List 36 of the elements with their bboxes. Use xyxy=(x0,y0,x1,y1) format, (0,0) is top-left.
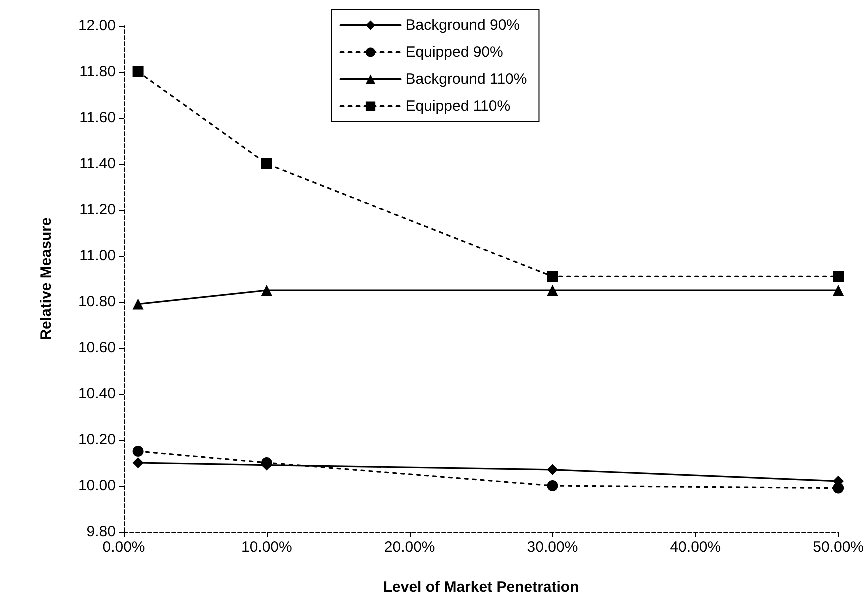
point xyxy=(132,446,144,457)
x-tick-label: 0.00% xyxy=(102,539,146,556)
y-tick-label: 11.40 xyxy=(80,156,116,172)
legend-label: Equipped 90% xyxy=(406,44,504,61)
x-tick-label: 40.00% xyxy=(670,539,722,556)
point xyxy=(132,66,144,78)
point xyxy=(132,298,144,310)
point xyxy=(261,158,272,170)
x-axis-title: Level of Market Penetration xyxy=(383,579,580,596)
point xyxy=(547,464,558,476)
point xyxy=(132,458,144,468)
y-tick-label: 11.60 xyxy=(80,110,116,126)
point xyxy=(261,285,272,296)
x-tick-label: 20.00% xyxy=(384,539,436,556)
point xyxy=(547,285,558,296)
y-tick-label: 10.20 xyxy=(78,432,116,448)
legend-label: Background 110% xyxy=(406,71,528,88)
point xyxy=(547,271,558,282)
x-tick-label: 10.00% xyxy=(241,539,292,556)
x-tick-label: 30.00% xyxy=(527,539,578,556)
y-tick-label: 10.00 xyxy=(78,478,116,494)
y-tick-label: 12.00 xyxy=(78,18,116,34)
x-tick-label: 50.00% xyxy=(813,539,864,556)
y-tick-label: 10.40 xyxy=(78,386,116,402)
y-tick-label: 11.80 xyxy=(80,64,116,80)
y-tick-label: 9.80 xyxy=(86,524,116,540)
legend-label: Equipped 110% xyxy=(406,98,511,115)
legend-label: Background 90% xyxy=(406,17,520,34)
point xyxy=(547,480,558,492)
y-tick-label: 11.20 xyxy=(80,202,116,218)
y-tick-label: 10.60 xyxy=(78,340,116,356)
y-tick-label: 11.00 xyxy=(80,248,116,264)
point xyxy=(833,285,844,296)
point xyxy=(833,271,844,282)
y-tick-label: 10.80 xyxy=(78,294,116,310)
y-axis-title: Relative Measure xyxy=(38,218,55,340)
